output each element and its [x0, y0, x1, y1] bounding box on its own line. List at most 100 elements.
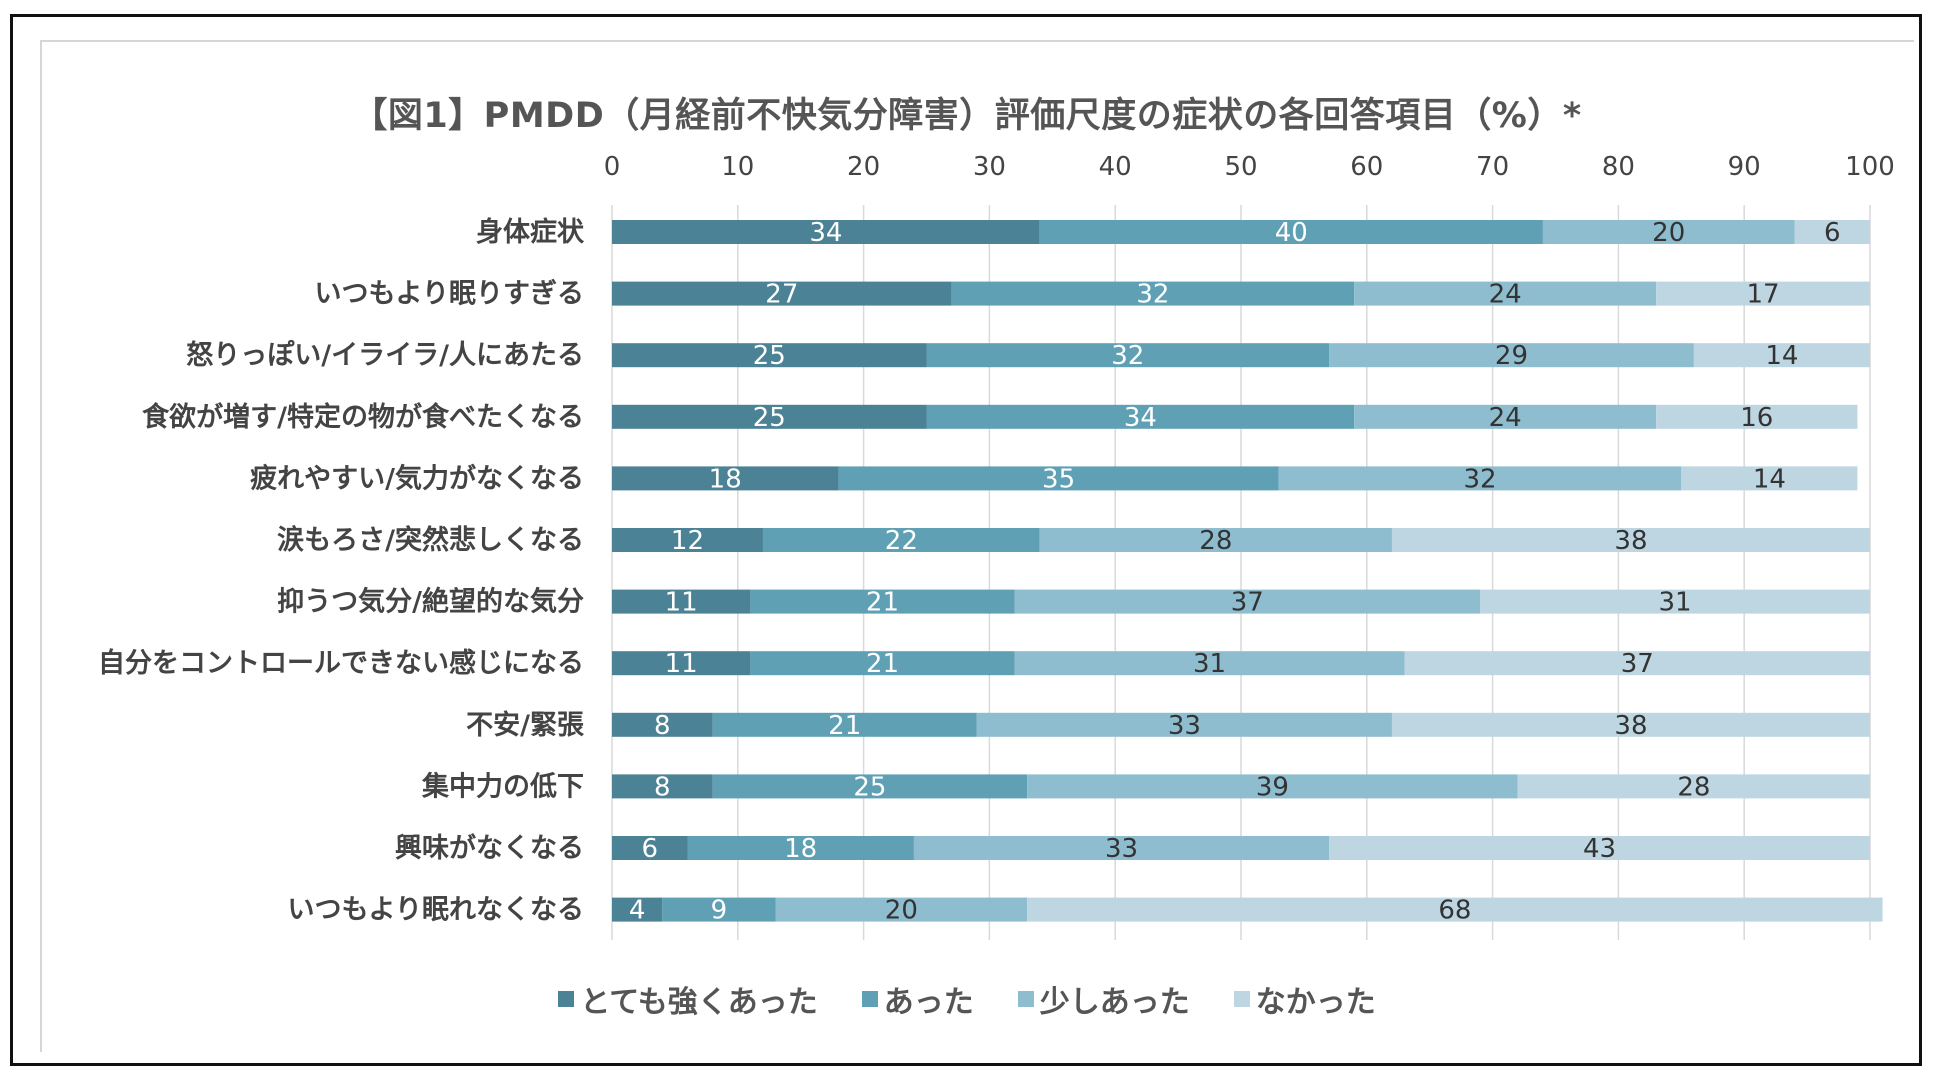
data-label: 32: [1136, 280, 1169, 310]
bar-segment: [612, 281, 952, 306]
data-label: 21: [866, 588, 899, 618]
data-label: 11: [665, 649, 698, 679]
data-label: 14: [1765, 341, 1798, 371]
category-label: 不安/緊張: [466, 710, 585, 741]
bar-segment: [1027, 774, 1518, 799]
bar-segment: [612, 466, 839, 491]
bar-segment: [612, 836, 688, 860]
data-label: 22: [885, 526, 918, 556]
bar-segment: [926, 343, 1330, 368]
data-label: 6: [641, 834, 658, 864]
data-label: 18: [709, 464, 742, 494]
data-label: 34: [809, 218, 842, 248]
bar-segment: [612, 774, 713, 799]
bar-segment: [1656, 404, 1858, 429]
category-label: 怒りっぽい/イライラ/人にあたる: [186, 339, 584, 371]
chart-title: 【図1】PMDD（月経前不快気分障害）評価尺度の症状の各回答項目（%）*: [352, 96, 1582, 136]
legend-label-a-little: 少しあった: [1039, 985, 1190, 1020]
legend-item-none: なかった: [1233, 977, 1376, 1021]
bar-segment: [1656, 281, 1870, 306]
legend-item-very-strong: とても強くあった: [558, 977, 818, 1021]
data-label: 17: [1747, 280, 1780, 310]
bar-segment: [1480, 589, 1870, 614]
bar-segment: [612, 651, 751, 676]
bar-segment: [775, 897, 1028, 922]
data-label: 25: [753, 403, 786, 433]
bar-segment: [1391, 712, 1870, 737]
data-label: 14: [1753, 464, 1786, 494]
bar-segment: [1278, 466, 1682, 491]
bar-segment: [913, 836, 1330, 860]
data-label: 28: [1199, 526, 1232, 556]
bar-segment: [612, 589, 751, 614]
data-label: 21: [828, 711, 861, 741]
data-label: 33: [1105, 834, 1138, 864]
x-tick-label: 10: [721, 152, 754, 182]
data-label: 4: [629, 896, 646, 926]
bar-segment: [1014, 651, 1405, 676]
category-label: 疲れやすい/気力がなくなる: [250, 462, 584, 494]
data-label: 37: [1231, 588, 1264, 618]
data-label: 68: [1438, 896, 1471, 926]
bar-segment: [612, 220, 1040, 244]
bar-segment: [750, 589, 1015, 614]
data-label: 16: [1740, 403, 1773, 433]
data-label: 25: [853, 772, 886, 802]
data-label: 8: [654, 772, 671, 802]
bar-segment: [951, 281, 1355, 306]
bar-segment: [1693, 343, 1870, 368]
bar-segment: [1027, 897, 1883, 922]
data-label: 38: [1614, 526, 1647, 556]
data-label: 34: [1124, 403, 1157, 433]
data-label: 43: [1583, 834, 1616, 864]
bar-segment: [612, 897, 663, 922]
legend-item-had: あった: [861, 977, 974, 1021]
bar-segment: [1039, 528, 1392, 552]
x-tick-label: 70: [1476, 152, 1509, 182]
bar-segment: [1039, 220, 1543, 244]
bar-segment: [1354, 281, 1657, 306]
category-label: 食欲が増す/特定の物が食べたくなる: [142, 401, 584, 433]
bar-segment: [1329, 836, 1870, 860]
category-label: 自分をコントロールできない感じになる: [98, 647, 584, 679]
bar-segment: [712, 712, 977, 737]
legend-item-a-little: 少しあった: [1017, 977, 1190, 1021]
bar-segment: [976, 712, 1392, 737]
data-label: 21: [866, 649, 899, 679]
bar-segment: [687, 836, 914, 860]
bar-segment: [1517, 774, 1870, 799]
legend-swatch-had: [861, 991, 878, 1007]
bar-segment: [1542, 220, 1795, 244]
category-label: いつもより眠りすぎる: [315, 279, 584, 310]
data-label: 32: [1111, 341, 1144, 371]
data-label: 24: [1489, 403, 1522, 433]
bar-segment: [1404, 651, 1870, 676]
data-label: 35: [1042, 464, 1075, 494]
chart-area: [40, 40, 1914, 1052]
data-label: 40: [1275, 218, 1308, 248]
x-tick-label: 40: [1099, 152, 1132, 182]
legend-label-very-strong: とても強くあった: [580, 985, 818, 1020]
x-tick-label: 80: [1602, 152, 1635, 182]
category-label: 身体症状: [476, 216, 585, 248]
bar-segment: [662, 897, 776, 922]
data-label: 31: [1658, 588, 1691, 618]
bar-segment: [1329, 343, 1694, 368]
category-label: 涙もろさ/突然悲しくなる: [277, 524, 584, 556]
data-label: 27: [765, 280, 798, 310]
data-label: 11: [665, 588, 698, 618]
data-label: 20: [1652, 218, 1685, 248]
bar-segment: [1391, 528, 1870, 552]
data-label: 37: [1621, 649, 1654, 679]
data-label: 33: [1168, 711, 1201, 741]
category-label: 集中力の低下: [421, 770, 584, 802]
data-label: 25: [753, 341, 786, 371]
data-label: 9: [711, 896, 728, 926]
bar-segment: [1014, 589, 1481, 614]
legend-label-none: なかった: [1255, 985, 1376, 1020]
category-label: いつもより眠れなくなる: [288, 895, 584, 926]
data-label: 39: [1256, 772, 1289, 802]
legend-swatch-none: [1233, 991, 1250, 1007]
x-tick-label: 50: [1224, 152, 1257, 182]
